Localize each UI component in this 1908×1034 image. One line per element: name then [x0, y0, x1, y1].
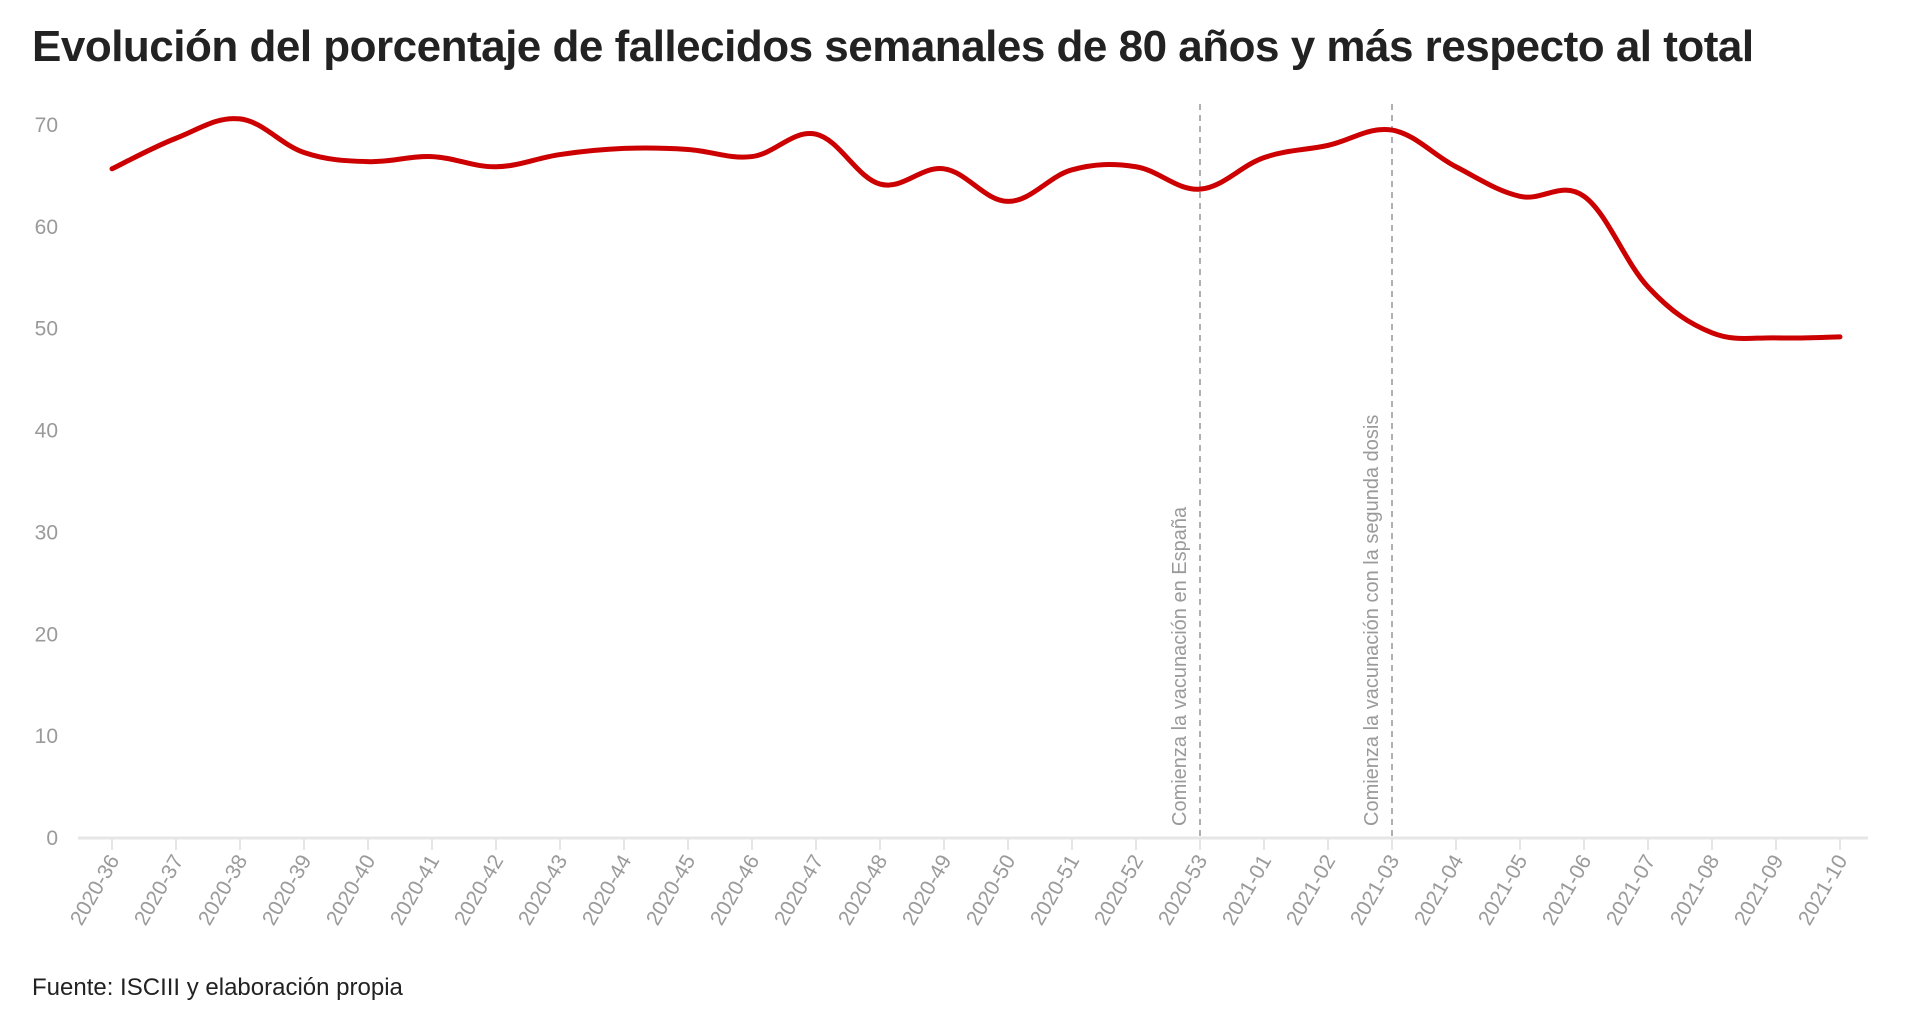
x-tick-label: 2021-08 [1666, 851, 1724, 929]
annotation-label: Comienza la vacunación en España [1169, 506, 1191, 826]
data-point [173, 135, 179, 141]
x-tick-label: 2020-43 [514, 851, 572, 929]
data-point [301, 150, 307, 156]
x-tick-label: 2021-09 [1730, 851, 1788, 929]
data-point [429, 154, 435, 160]
data-point [493, 164, 499, 170]
data-point [1837, 334, 1843, 340]
data-point [1325, 142, 1331, 148]
data-point [1581, 193, 1587, 199]
data-point [685, 146, 691, 152]
data-point [1517, 193, 1523, 199]
x-tick-label: 2021-05 [1474, 851, 1532, 929]
y-tick-label: 0 [46, 827, 58, 850]
data-point [557, 152, 563, 158]
x-tick-label: 2021-10 [1794, 851, 1852, 929]
x-tick-label: 2020-50 [962, 851, 1020, 929]
data-point [1069, 167, 1075, 173]
y-tick-label: 30 [35, 521, 58, 544]
x-tick-label: 2021-07 [1602, 851, 1660, 929]
x-tick-label: 2020-40 [322, 851, 380, 929]
x-axis: 2020-36 2020-37 2020-38 2020-39 2020-40 2020-… [66, 838, 1852, 929]
x-tick-label: 2020-47 [770, 851, 828, 929]
data-point [1709, 330, 1715, 336]
x-tick-label: 2020-46 [706, 851, 764, 929]
data-point [1261, 155, 1267, 161]
chart-title: Evolución del porcentaje de fallecidos s… [32, 22, 1754, 71]
x-tick-label: 2020-53 [1154, 851, 1212, 929]
x-tick-label: 2020-51 [1026, 851, 1084, 929]
x-tick-label: 2020-39 [258, 851, 316, 929]
data-point [877, 181, 883, 187]
x-tick-label: 2021-03 [1346, 851, 1404, 929]
data-point [941, 166, 947, 172]
x-tick-label: 2020-37 [130, 851, 188, 929]
x-tick-label: 2020-49 [898, 851, 956, 929]
data-point [1773, 335, 1779, 341]
data-point [1197, 186, 1203, 192]
annotations: Comienza la vacunación en España Comienza… [1169, 104, 1393, 838]
data-point [365, 159, 371, 165]
x-tick-label: 2021-06 [1538, 851, 1596, 929]
x-tick-label: 2020-48 [834, 851, 892, 929]
data-point [1453, 164, 1459, 170]
y-tick-label: 20 [35, 623, 58, 646]
x-tick-label: 2020-38 [194, 851, 252, 929]
y-tick-label: 40 [35, 420, 58, 443]
data-point [1005, 198, 1011, 204]
y-tick-label: 70 [35, 114, 58, 137]
y-tick-label: 50 [35, 318, 58, 341]
series-line [109, 116, 1843, 341]
data-point [1389, 127, 1395, 133]
x-tick-label: 2021-02 [1282, 851, 1340, 929]
x-tick-label: 2020-41 [386, 851, 444, 929]
data-point [749, 154, 755, 160]
data-point [109, 166, 115, 172]
x-tick-label: 2020-36 [66, 851, 124, 929]
y-tick-label: 60 [35, 216, 58, 239]
y-tick-label: 10 [35, 725, 58, 748]
x-tick-label: 2020-45 [642, 851, 700, 929]
data-point [813, 131, 819, 137]
data-point [1645, 284, 1651, 290]
y-axis: 0 10 20 30 40 50 60 70 [35, 114, 58, 850]
x-tick-label: 2021-04 [1410, 851, 1469, 930]
data-point [621, 145, 627, 151]
x-tick-label: 2020-44 [578, 851, 637, 930]
x-tick-label: 2020-42 [450, 851, 508, 929]
x-tick-label: 2021-01 [1218, 851, 1276, 929]
x-tick-label: 2020-52 [1090, 851, 1148, 929]
data-point [237, 116, 243, 122]
data-point [1133, 164, 1139, 170]
series-group [109, 116, 1843, 341]
source-note: Fuente: ISCIII y elaboración propia [32, 974, 403, 1001]
annotation-label: Comienza la vacunación con la segunda do… [1361, 415, 1383, 826]
